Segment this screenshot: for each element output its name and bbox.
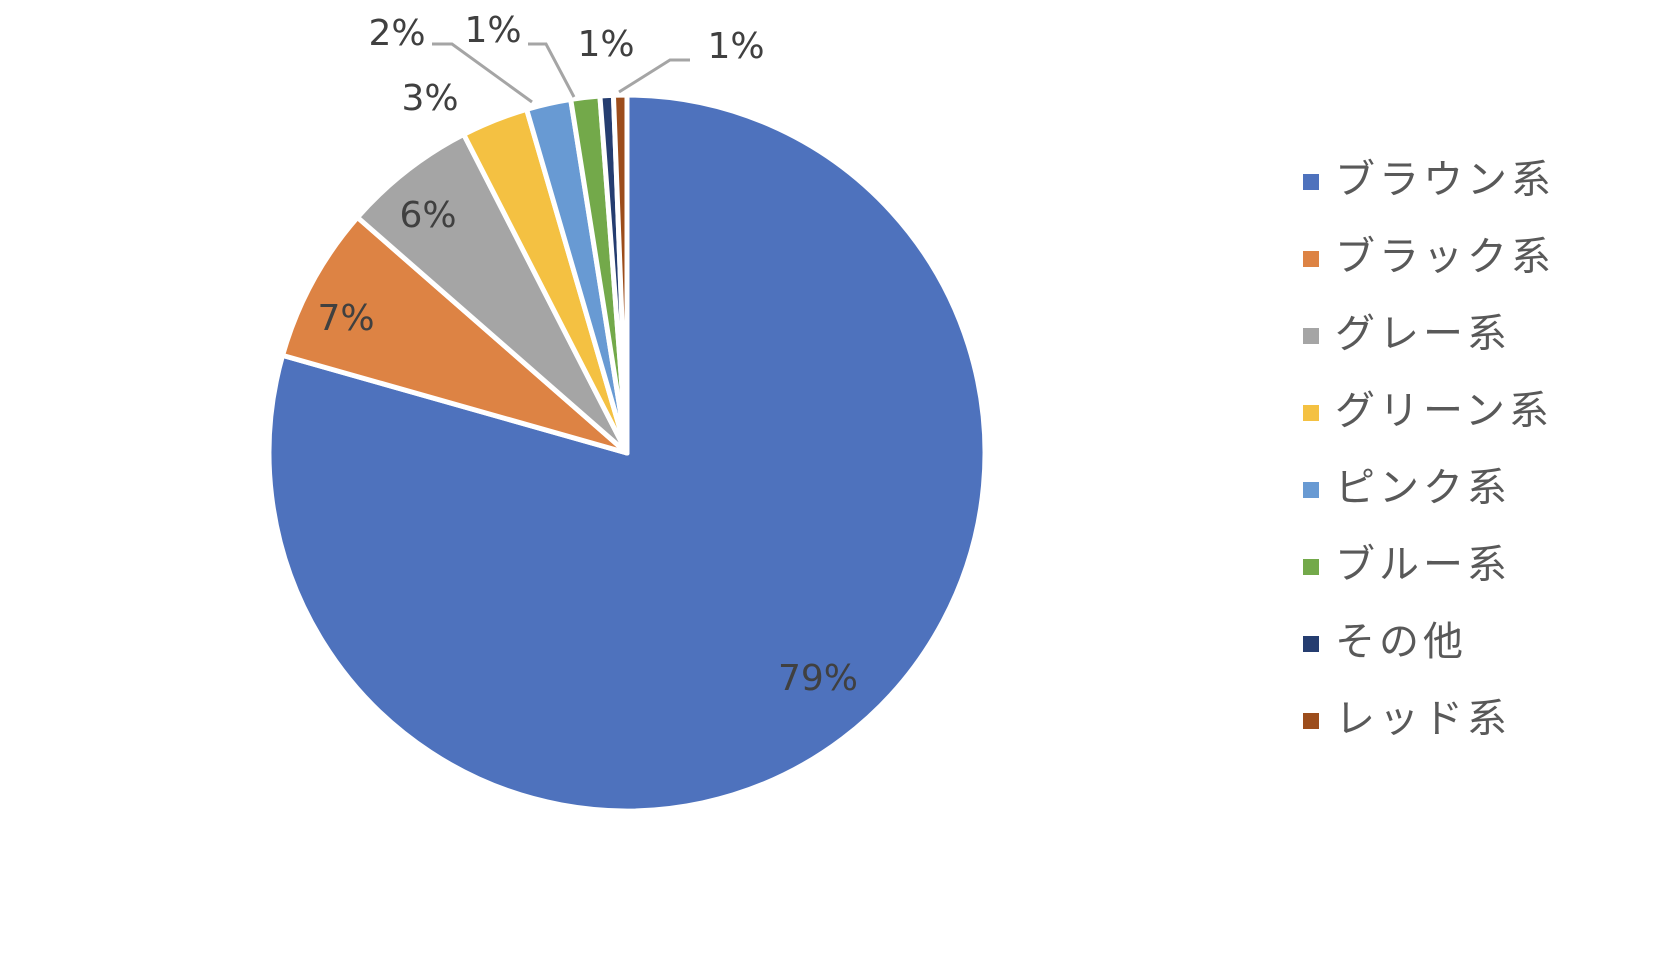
legend-swatch-1 [1303, 174, 1319, 190]
data-label-2: 7% [317, 298, 374, 339]
data-label-6: 1% [464, 10, 521, 51]
pie-slice-2 [280, 214, 630, 456]
data-label-5: 2% [368, 13, 425, 54]
legend-entry-5: ピンク系 [1303, 465, 1511, 511]
data-label-4: 3% [401, 78, 458, 119]
data-label-1: 79% [778, 658, 858, 699]
leader-lines [432, 42, 690, 104]
leader-line-6 [528, 42, 576, 98]
pie-slice-8 [610, 92, 630, 456]
legend-swatch-2 [1303, 251, 1319, 267]
legend-entry-1: ブラウン系 [1303, 157, 1555, 203]
legend-entry-3: グレー系 [1303, 311, 1511, 357]
legend-label-5: ピンク系 [1335, 465, 1511, 511]
legend-label-6: ブルー系 [1335, 542, 1511, 588]
data-label-8: 1% [707, 26, 764, 67]
legend-swatch-8 [1303, 713, 1319, 729]
legend-entry-8: レッド系 [1303, 696, 1511, 742]
legend-label-2: ブラック系 [1335, 234, 1555, 280]
legend-swatch-4 [1303, 405, 1319, 421]
legend-label-7: その他 [1335, 619, 1467, 665]
data-label-3: 6% [399, 195, 456, 236]
leader-line-5 [432, 42, 533, 104]
legend-swatch-7 [1303, 636, 1319, 652]
legend-entry-2: ブラック系 [1303, 234, 1555, 280]
legend-label-4: グリーン系 [1335, 388, 1553, 434]
legend-swatch-5 [1303, 482, 1319, 498]
pie-slice-3 [354, 131, 630, 456]
legend-entry-6: ブルー系 [1303, 542, 1511, 588]
legend-entry-4: グリーン系 [1303, 388, 1553, 434]
data-label-7: 1% [577, 24, 634, 65]
legend-label-3: グレー系 [1335, 311, 1511, 357]
leader-line-8 [618, 58, 690, 94]
data-labels: 79% 7% 6% 3% 2% 1% 1% 1% [317, 10, 858, 699]
legend-swatch-6 [1303, 559, 1319, 575]
legend-entry-7: その他 [1303, 619, 1467, 665]
pie-slices [266, 92, 988, 814]
legend-swatch-3 [1303, 328, 1319, 344]
legend-label-8: レッド系 [1335, 696, 1511, 742]
legend-label-1: ブラウン系 [1335, 157, 1555, 203]
